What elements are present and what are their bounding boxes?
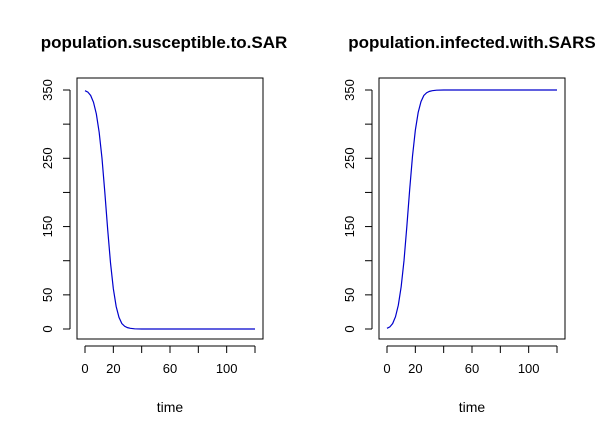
- x-tick-label: 20: [106, 361, 120, 376]
- y-tick-label: 0: [342, 325, 357, 332]
- x-axis-susceptible: 0 20 60 100: [81, 345, 256, 376]
- x-tick-label: 100: [216, 361, 238, 376]
- y-tick-label: 0: [40, 325, 55, 332]
- x-axis-label-infected: time: [459, 399, 486, 415]
- x-tick-label: 20: [408, 361, 422, 376]
- x-tick-label: 100: [518, 361, 540, 376]
- y-tick-label: 250: [40, 147, 55, 169]
- x-tick-label: 60: [163, 361, 177, 376]
- y-tick-label: 350: [40, 79, 55, 101]
- y-tick-label: 50: [342, 288, 357, 302]
- plot-frame-susceptible: [76, 77, 264, 340]
- panel-infected: population.infected.with.SARS 0 20 60 100 0…: [342, 33, 596, 415]
- series-line-susceptible: [84, 90, 255, 330]
- x-tick-label: 60: [465, 361, 479, 376]
- x-axis-infected: 0 20 60 100: [383, 345, 558, 376]
- chart-title-susceptible: population.susceptible.to.SAR: [41, 33, 288, 52]
- plot-frame-infected: [378, 77, 566, 340]
- series-line-infected: [386, 89, 557, 329]
- panel-susceptible: population.susceptible.to.SAR 0 20 60 100 0…: [40, 33, 287, 415]
- chart-title-infected: population.infected.with.SARS: [348, 33, 595, 52]
- y-axis-susceptible: 0 50 150 250 350: [40, 79, 71, 333]
- x-tick-label: 0: [383, 361, 390, 376]
- y-tick-label: 50: [40, 288, 55, 302]
- y-tick-label: 150: [40, 216, 55, 238]
- x-axis-label-susceptible: time: [157, 399, 184, 415]
- y-tick-label: 250: [342, 147, 357, 169]
- y-tick-label: 350: [342, 79, 357, 101]
- x-tick-label: 0: [81, 361, 88, 376]
- y-tick-label: 150: [342, 216, 357, 238]
- y-axis-infected: 0 50 150 250 350: [342, 79, 373, 333]
